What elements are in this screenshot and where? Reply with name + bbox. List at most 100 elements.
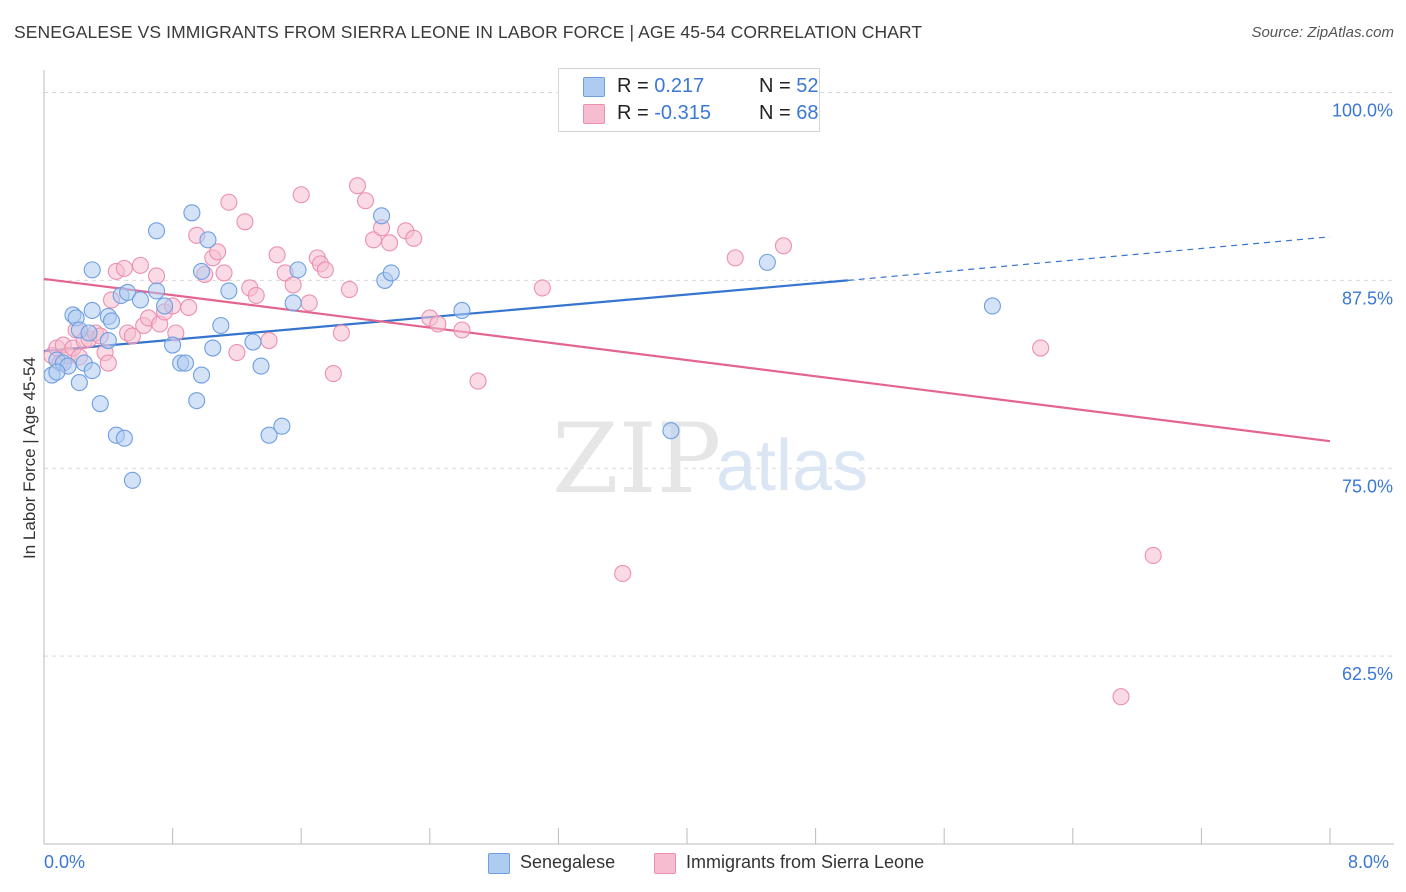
point-sierra-leone (260, 331, 278, 350)
point-senegalese (156, 297, 174, 315)
r-label: R = (617, 75, 649, 97)
point-sierra-leone (340, 280, 358, 298)
point-senegalese (199, 231, 217, 249)
point-sierra-leone (292, 186, 310, 204)
source-label: Source: ZipAtlas.com (1251, 24, 1394, 41)
point-sierra-leone (405, 229, 423, 247)
point-sierra-leone (429, 315, 447, 333)
axes (43, 70, 1394, 845)
point-sierra-leone (115, 259, 133, 277)
point-sierra-leone (332, 324, 350, 342)
watermark-atlas: atlas (716, 426, 868, 506)
point-senegalese (80, 324, 98, 342)
point-sierra-leone (364, 231, 383, 249)
point-sierra-leone (147, 267, 166, 285)
x-tick-max: 8.0% (1348, 852, 1390, 872)
point-senegalese (382, 264, 400, 282)
point-sierra-leone (533, 279, 551, 297)
y-axis-label: In Labor Force | Age 45-54 (20, 357, 39, 559)
stats-legend: R = 0.217 N = 52 R = -0.315 N = 68 (558, 68, 820, 132)
point-senegalese (119, 283, 137, 301)
point-senegalese (289, 261, 307, 279)
point-sierra-leone (131, 256, 149, 274)
point-senegalese (91, 395, 109, 413)
data-points (43, 83, 1162, 706)
point-senegalese (244, 333, 262, 351)
point-sierra-leone (356, 192, 375, 210)
point-sierra-leone (99, 354, 117, 372)
point-sierra-leone (220, 193, 238, 211)
point-senegalese (252, 357, 270, 375)
grid-lines (44, 92, 1394, 657)
point-sierra-leone (180, 298, 198, 317)
point-senegalese (220, 282, 238, 300)
point-sierra-leone (1032, 339, 1050, 357)
point-senegalese (83, 362, 101, 380)
point-senegalese (192, 366, 211, 384)
point-senegalese (48, 363, 66, 381)
point-senegalese (662, 422, 680, 440)
point-senegalese (99, 331, 117, 350)
point-senegalese (192, 262, 211, 280)
point-senegalese (131, 291, 149, 309)
point-sierra-leone (123, 327, 141, 345)
point-senegalese (273, 417, 291, 435)
point-senegalese (102, 312, 121, 330)
y-tick-labels: 62.5% 75.0% 87.5% 100.0% (1332, 101, 1393, 685)
watermark-zip: ZIP (552, 403, 721, 515)
point-sierra-leone (614, 564, 632, 583)
point-sierra-leone (1144, 546, 1162, 564)
point-sierra-leone (324, 365, 342, 383)
point-senegalese (188, 392, 206, 410)
point-senegalese (260, 426, 278, 444)
r-label: R = (617, 102, 649, 124)
chart-title: SENEGALESE VS IMMIGRANTS FROM SIERRA LEO… (14, 22, 923, 42)
point-senegalese (123, 471, 141, 489)
point-sierra-leone (236, 213, 254, 231)
legend-swatch-sierra-leone (654, 853, 676, 874)
r-value: 0.217 (654, 75, 705, 97)
point-senegalese (453, 301, 471, 320)
legend-swatch-senegalese (488, 853, 510, 874)
n-value: 52 (796, 75, 819, 97)
point-sierra-leone (228, 343, 246, 362)
point-senegalese (176, 354, 195, 372)
legend-label-sierra-leone: Immigrants from Sierra Leone (686, 852, 925, 872)
y-tick-label: 87.5% (1342, 288, 1393, 308)
point-senegalese (758, 253, 776, 271)
point-sierra-leone (348, 177, 367, 195)
point-sierra-leone (247, 286, 265, 304)
point-senegalese (83, 261, 101, 279)
watermark: ZIP atlas (552, 403, 868, 515)
n-label: N = (759, 75, 791, 97)
swatch-senegalese (583, 77, 605, 97)
point-senegalese (164, 336, 182, 354)
trend-line-sierra-leone (43, 277, 1331, 443)
point-senegalese (212, 316, 230, 335)
point-senegalese (983, 297, 1001, 315)
point-senegalese (147, 222, 166, 240)
point-senegalese (115, 429, 133, 447)
point-sierra-leone (381, 234, 399, 252)
swatch-sierra-leone (583, 104, 605, 124)
point-sierra-leone (215, 264, 233, 282)
x-tick-min: 0.0% (44, 852, 86, 872)
y-tick-label: 100.0% (1332, 101, 1393, 121)
trend-line-senegalese-extension (847, 236, 1331, 282)
point-sierra-leone (300, 294, 318, 312)
point-sierra-leone (268, 246, 286, 264)
n-value: 68 (796, 102, 819, 124)
r-value: -0.315 (654, 102, 711, 124)
point-senegalese (83, 301, 101, 320)
n-label: N = (759, 102, 791, 124)
point-sierra-leone (469, 372, 487, 390)
point-senegalese (183, 204, 201, 222)
y-tick-label: 62.5% (1342, 664, 1393, 684)
point-sierra-leone (726, 249, 744, 267)
point-sierra-leone (774, 237, 793, 255)
point-sierra-leone (209, 243, 227, 261)
point-sierra-leone (453, 321, 471, 339)
y-tick-label: 75.0% (1342, 476, 1393, 496)
point-senegalese (373, 207, 391, 225)
point-senegalese (284, 294, 302, 312)
